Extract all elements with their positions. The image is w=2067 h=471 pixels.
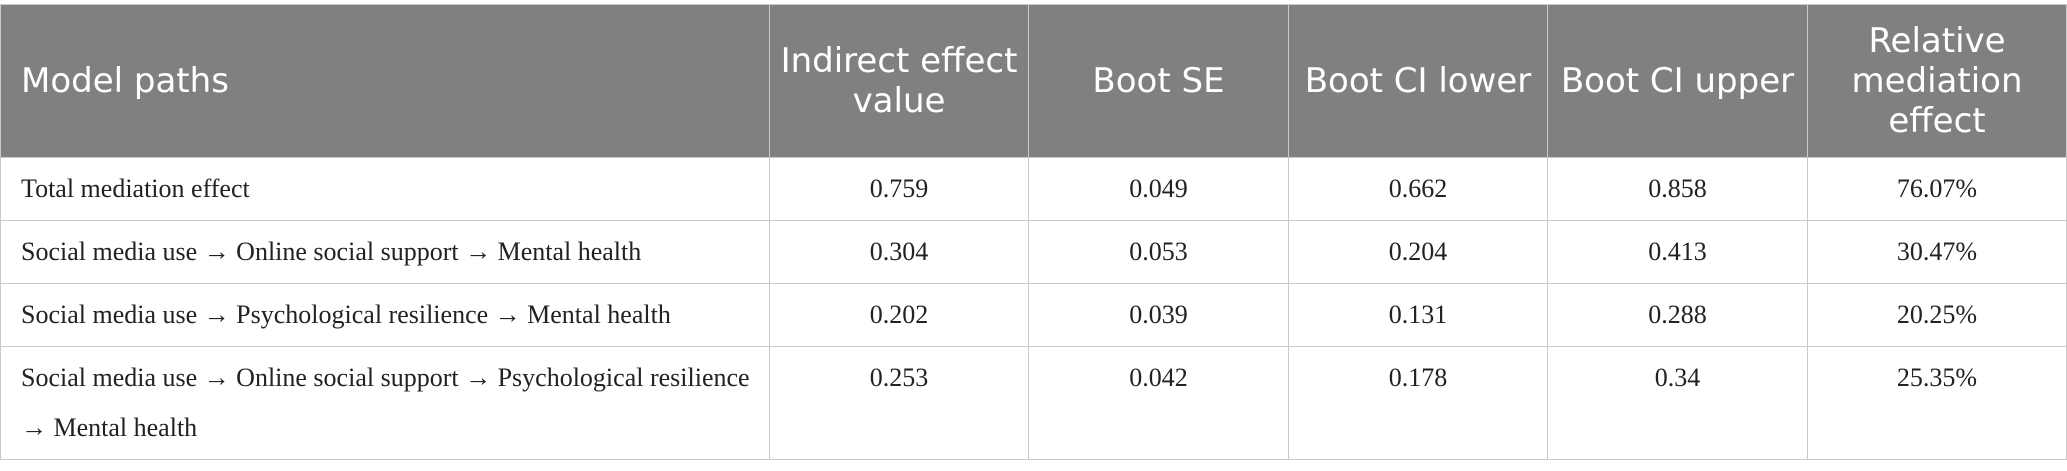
cell-model-path: Social media use → Online social support…: [0, 346, 770, 460]
cell-boot-se: 0.039: [1028, 283, 1289, 347]
cell-boot-ci-upper: 0.858: [1547, 157, 1808, 221]
mediation-effects-table: Model paths Indirect effect value Boot S…: [0, 4, 2067, 460]
table-row: Social media use → Psychological resilie…: [0, 283, 2067, 347]
header-boot-se: Boot SE: [1028, 4, 1289, 158]
cell-boot-ci-lower: 0.204: [1288, 220, 1548, 284]
cell-boot-ci-upper: 0.34: [1547, 346, 1808, 460]
table-row: Social media use → Online social support…: [0, 220, 2067, 284]
table-row: Social media use → Online social support…: [0, 346, 2067, 460]
cell-boot-ci-lower: 0.178: [1288, 346, 1548, 460]
cell-boot-se: 0.053: [1028, 220, 1289, 284]
table-row: Total mediation effect 0.759 0.049 0.662…: [0, 157, 2067, 221]
cell-model-path: Social media use → Online social support…: [0, 220, 770, 284]
cell-boot-se: 0.049: [1028, 157, 1289, 221]
cell-indirect-effect: 0.202: [769, 283, 1029, 347]
cell-indirect-effect: 0.304: [769, 220, 1029, 284]
table-body: Total mediation effect 0.759 0.049 0.662…: [0, 157, 2067, 460]
header-relative-mediation-effect: Relative mediation effect: [1807, 4, 2067, 158]
cell-boot-ci-lower: 0.131: [1288, 283, 1548, 347]
cell-boot-ci-lower: 0.662: [1288, 157, 1548, 221]
header-indirect-effect-value: Indirect effect value: [769, 4, 1029, 158]
cell-relative-effect: 25.35%: [1807, 346, 2067, 460]
cell-boot-ci-upper: 0.413: [1547, 220, 1808, 284]
header-model-paths: Model paths: [0, 4, 770, 158]
cell-relative-effect: 76.07%: [1807, 157, 2067, 221]
header-boot-ci-lower: Boot CI lower: [1288, 4, 1548, 158]
table-header: Model paths Indirect effect value Boot S…: [0, 4, 2067, 158]
cell-boot-se: 0.042: [1028, 346, 1289, 460]
cell-indirect-effect: 0.759: [769, 157, 1029, 221]
cell-relative-effect: 20.25%: [1807, 283, 2067, 347]
cell-model-path: Social media use → Psychological resilie…: [0, 283, 770, 347]
cell-indirect-effect: 0.253: [769, 346, 1029, 460]
header-boot-ci-upper: Boot CI upper: [1547, 4, 1808, 158]
header-row: Model paths Indirect effect value Boot S…: [0, 4, 2067, 158]
cell-relative-effect: 30.47%: [1807, 220, 2067, 284]
cell-model-path: Total mediation effect: [0, 157, 770, 221]
cell-boot-ci-upper: 0.288: [1547, 283, 1808, 347]
